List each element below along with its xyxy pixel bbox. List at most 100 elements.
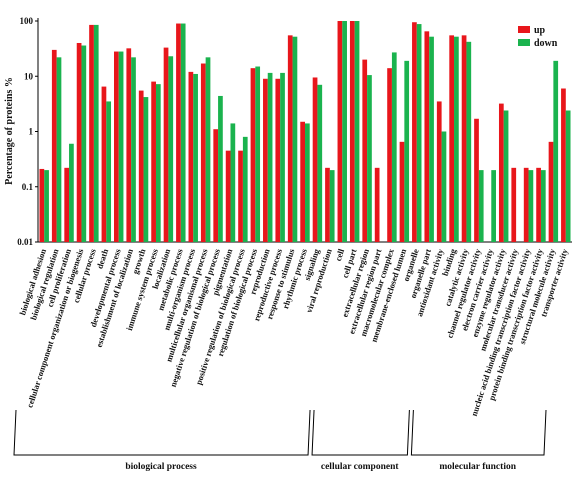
- bar: [151, 81, 156, 242]
- bar: [387, 68, 392, 243]
- bar: [391, 52, 397, 243]
- bar: [263, 78, 268, 242]
- bar: [528, 170, 534, 242]
- legend-swatch: [518, 39, 530, 46]
- bar: [478, 170, 484, 242]
- bar: [436, 101, 442, 242]
- bar: [461, 35, 467, 242]
- bar: [114, 51, 119, 242]
- bar: [280, 72, 285, 242]
- bar: [56, 57, 62, 242]
- bar: [44, 170, 49, 242]
- bar: [503, 110, 509, 242]
- bar: [337, 21, 343, 242]
- x-tick-label: cell: [333, 247, 346, 262]
- y-axis-label: Percentage of proteins %: [4, 77, 15, 185]
- y-tick-label: 10: [24, 71, 34, 81]
- legend-label: down: [534, 38, 558, 49]
- bar: [300, 121, 305, 242]
- bar: [292, 36, 298, 243]
- bar: [238, 150, 243, 242]
- bar: [101, 86, 107, 242]
- bar: [180, 23, 186, 242]
- bar: [325, 167, 330, 242]
- bar: [342, 21, 347, 242]
- bar: [312, 77, 318, 242]
- bar: [39, 168, 45, 242]
- bar: [367, 75, 372, 243]
- bar: [218, 95, 223, 242]
- group-label: molecular function: [439, 462, 516, 472]
- bar: [230, 123, 236, 242]
- y-tick-label: 0.1: [22, 182, 34, 192]
- bar: [404, 60, 410, 242]
- bar: [349, 21, 355, 242]
- bar: [250, 68, 256, 243]
- bar: [317, 84, 323, 242]
- group-bracket: [311, 409, 410, 456]
- bar: [163, 47, 169, 242]
- bar: [329, 170, 335, 242]
- y-tick-label: 1: [29, 127, 34, 137]
- bar: [474, 118, 479, 242]
- bar: [561, 88, 566, 242]
- legend-swatch: [518, 26, 530, 33]
- bar: [511, 167, 517, 242]
- y-tick-label: 100: [20, 16, 34, 26]
- bar: [565, 110, 571, 242]
- bar: [64, 167, 70, 242]
- group-label: biological process: [125, 462, 197, 472]
- bar: [118, 51, 124, 242]
- bar: [275, 78, 281, 242]
- bar: [51, 49, 57, 242]
- bar: [155, 84, 161, 242]
- bar: [200, 63, 206, 242]
- bar: [188, 71, 194, 242]
- bar: [553, 60, 559, 242]
- group-bracket: [13, 409, 311, 456]
- group-label: cellular component: [321, 462, 400, 472]
- bar: [354, 21, 360, 242]
- bar: [287, 35, 293, 242]
- bar: [131, 57, 136, 242]
- bar: [362, 59, 368, 243]
- bar: [225, 150, 231, 242]
- bar: [536, 167, 541, 242]
- bar: [242, 136, 248, 242]
- group-bracket: [410, 409, 547, 456]
- bar: [498, 103, 504, 243]
- bar: [548, 141, 554, 242]
- bar: [374, 167, 380, 242]
- bar: [81, 45, 87, 243]
- legend-label: up: [534, 25, 546, 36]
- bar: [449, 35, 455, 242]
- bar: [399, 141, 405, 242]
- bar: [69, 143, 74, 242]
- bar: [491, 170, 496, 242]
- bar: [412, 22, 417, 242]
- bar: [429, 36, 434, 243]
- bar: [466, 41, 472, 242]
- bar: [305, 123, 310, 242]
- bar: [454, 36, 459, 243]
- bar: [76, 42, 82, 242]
- bar: [416, 24, 422, 242]
- bar: [93, 24, 99, 243]
- bar: [193, 73, 198, 243]
- bar: [143, 97, 149, 242]
- bar: [138, 90, 144, 242]
- bar: [168, 56, 174, 242]
- bar: [89, 24, 94, 243]
- bar: [441, 131, 447, 242]
- y-tick-label: 0.01: [17, 237, 33, 247]
- bar: [205, 57, 211, 242]
- bar: [176, 23, 181, 242]
- bar: [106, 101, 112, 242]
- bar: [267, 72, 273, 242]
- bar: [424, 31, 430, 243]
- bar: [213, 129, 219, 242]
- bar: [126, 48, 132, 243]
- bar: [255, 66, 261, 242]
- bar: [523, 167, 529, 242]
